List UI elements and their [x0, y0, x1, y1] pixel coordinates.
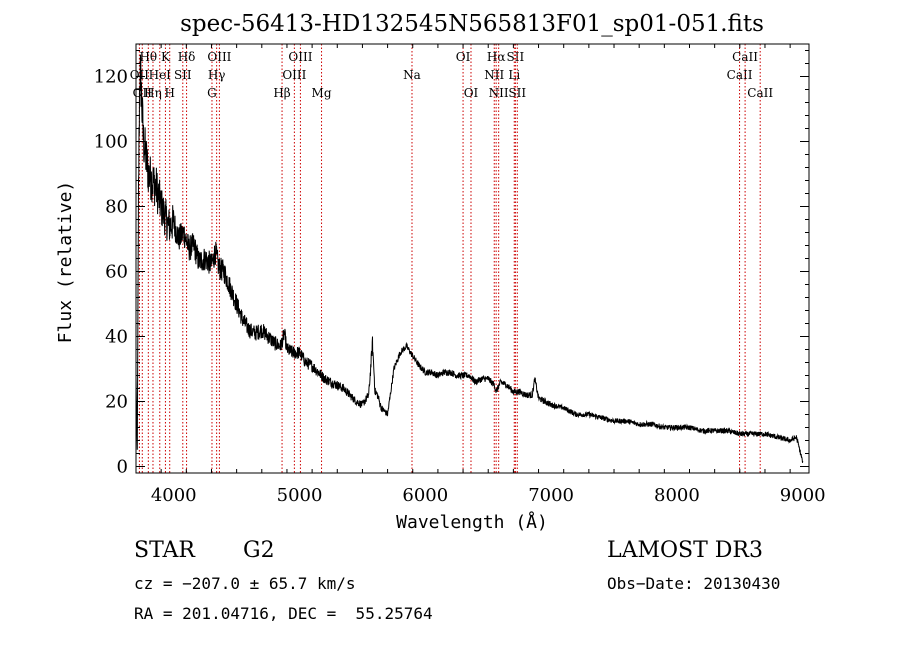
object-class: STAR — [134, 538, 195, 563]
x-tick-label: 6000 — [402, 485, 448, 506]
x-tick-label: 9000 — [780, 485, 826, 506]
line-label: OIII — [207, 50, 231, 64]
survey-name: LAMOST DR3 — [607, 538, 763, 563]
line-label: OIII — [288, 50, 312, 64]
line-label: CaII — [747, 86, 773, 100]
object-subclass: G2 — [243, 538, 275, 563]
line-label: SII — [174, 68, 192, 82]
spectral-line-markers: OIIOIIHθHηHeIKHSIIHδGHγOIIIHβOIIIOIIIMgN… — [130, 44, 773, 473]
y-tick-label: 60 — [105, 262, 128, 283]
spectrum-line — [135, 54, 804, 463]
line-label: Hη — [144, 86, 162, 100]
y-axis-label: Flux (relative) — [55, 181, 76, 344]
line-label: HeI — [149, 68, 172, 82]
line-label: OI — [464, 86, 479, 100]
x-axis: 4000 5000 6000 7000 8000 9000 — [135, 44, 826, 506]
line-label: OII — [130, 68, 150, 82]
line-label: H — [164, 86, 174, 100]
plot-frame — [135, 43, 810, 474]
line-label: NII — [489, 86, 509, 100]
line-label: CaII — [732, 50, 758, 64]
coordinates: RA = 201.04716, DEC = 55.25764 — [134, 604, 433, 623]
line-label: Hγ — [208, 68, 226, 82]
y-tick-label: 0 — [117, 457, 128, 478]
x-axis-label: Wavelength (Å) — [396, 511, 548, 533]
y-axis: 0 20 40 60 80 100 120 — [94, 50, 809, 478]
spectrum-layer — [135, 54, 804, 463]
line-label: G — [207, 86, 217, 100]
y-tick-label: 80 — [105, 197, 128, 218]
line-label: Hα — [487, 50, 506, 64]
x-tick-label: 8000 — [654, 485, 700, 506]
redshift-velocity: cz = −207.0 ± 65.7 km/s — [134, 574, 356, 593]
line-label: CaII — [727, 68, 753, 82]
line-label: SII — [507, 50, 525, 64]
line-label: OI — [456, 50, 471, 64]
x-tick-label: 7000 — [528, 485, 574, 506]
line-label: Hδ — [178, 50, 196, 64]
x-tick-label: 4000 — [151, 485, 197, 506]
chart-title: spec-56413-HD132545N565813F01_sp01-051.f… — [180, 11, 764, 37]
line-label: SII — [508, 86, 526, 100]
line-label: Li — [508, 68, 520, 82]
line-label: Na — [403, 68, 421, 82]
line-label: OIII — [282, 68, 306, 82]
y-tick-label: 40 — [105, 327, 128, 348]
y-tick-label: 20 — [105, 392, 128, 413]
y-tick-label: 120 — [94, 67, 128, 88]
observation-date: Obs−Date: 20130430 — [607, 574, 781, 593]
line-label: Hβ — [273, 86, 290, 100]
line-label: Hθ — [139, 50, 157, 64]
line-label: Mg — [312, 86, 332, 100]
line-label: NII — [484, 68, 504, 82]
y-tick-label: 100 — [94, 132, 128, 153]
line-label: K — [161, 50, 171, 64]
x-tick-label: 5000 — [277, 485, 323, 506]
